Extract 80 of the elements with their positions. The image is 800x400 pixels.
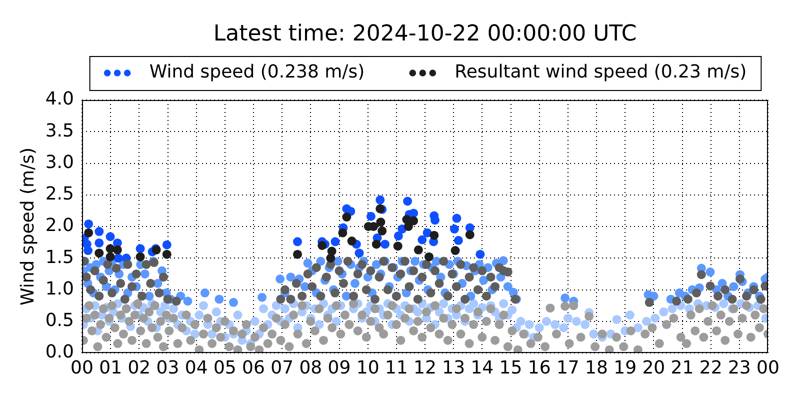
point	[112, 245, 122, 254]
point	[409, 208, 418, 218]
x-tick-label: 12	[414, 357, 436, 378]
point	[366, 212, 376, 221]
point	[162, 240, 172, 250]
x-tick-label: 10	[356, 357, 380, 378]
x-tick-label: 02	[128, 357, 151, 378]
point	[450, 224, 459, 234]
x-tick-label: 21	[670, 357, 694, 378]
legend-label: Resultant wind speed (0.23 m/s)	[454, 62, 747, 83]
y-tick-label: 1.5	[45, 246, 74, 268]
point	[327, 246, 336, 256]
x-tick-label: 15	[499, 357, 522, 378]
x-tick-label: 00	[756, 357, 780, 378]
y-tick-label: 3.0	[45, 152, 74, 173]
point	[372, 240, 381, 249]
point	[378, 226, 387, 236]
point	[452, 214, 462, 223]
y-tick-label: 0.5	[45, 310, 74, 332]
y-tick-label: 3.5	[45, 120, 74, 142]
x-tick-label: 03	[156, 357, 180, 378]
x-tick-label: 08	[299, 357, 322, 378]
y-tick-label: 2.5	[45, 184, 74, 205]
point	[430, 230, 439, 240]
point	[380, 240, 390, 249]
point	[106, 232, 115, 242]
point	[347, 236, 356, 246]
point	[409, 216, 418, 226]
point	[94, 227, 104, 236]
x-tick-label: 05	[213, 357, 236, 378]
y-tick-label: 4.0	[45, 88, 74, 110]
point	[414, 245, 423, 254]
x-tick-label: 13	[442, 357, 466, 378]
point	[136, 244, 145, 254]
point	[136, 252, 145, 262]
point	[454, 236, 463, 245]
point	[338, 228, 348, 238]
point	[376, 218, 386, 227]
chart-title: Latest time: 2024-10-22 00:00:00 UTC	[213, 22, 637, 47]
point	[354, 248, 364, 258]
point	[318, 240, 327, 250]
x-tick-label: 16	[528, 357, 551, 378]
x-tick-label: 04	[184, 357, 208, 378]
x-tick-label: 07	[270, 357, 294, 378]
point	[84, 228, 94, 238]
point	[404, 222, 413, 231]
point	[418, 235, 427, 244]
point	[376, 195, 385, 204]
point	[424, 252, 434, 262]
point	[342, 212, 352, 222]
x-tick-label: 11	[384, 357, 408, 378]
legend-label: Wind speed (0.238 m/s)	[149, 62, 365, 83]
x-tick-label: 01	[99, 357, 122, 378]
x-tick-label: 17	[556, 357, 580, 378]
point	[94, 248, 104, 258]
x-tick-label: 06	[242, 357, 265, 378]
point	[403, 196, 412, 206]
point	[465, 230, 474, 240]
point	[330, 237, 340, 246]
point	[293, 237, 302, 246]
x-tick-label: 19	[614, 357, 637, 378]
point	[106, 252, 115, 262]
x-tick-label: 09	[328, 357, 351, 378]
x-tick-label: 14	[470, 357, 494, 378]
x-tick-label: 23	[728, 357, 751, 378]
point	[84, 219, 94, 228]
y-axis-title: Wind speed (m/s)	[17, 147, 38, 306]
x-tick-label: 18	[585, 357, 608, 378]
point	[450, 246, 460, 256]
point	[394, 231, 403, 240]
point	[84, 246, 93, 256]
x-tick-label: 22	[699, 357, 722, 378]
y-tick-label: 2.0	[45, 215, 74, 236]
x-tick-label: 20	[642, 357, 666, 378]
point	[393, 242, 402, 251]
y-tick-label: 1.0	[45, 278, 74, 300]
point	[293, 250, 302, 259]
point	[476, 250, 485, 259]
point	[162, 250, 172, 259]
point	[94, 238, 104, 248]
